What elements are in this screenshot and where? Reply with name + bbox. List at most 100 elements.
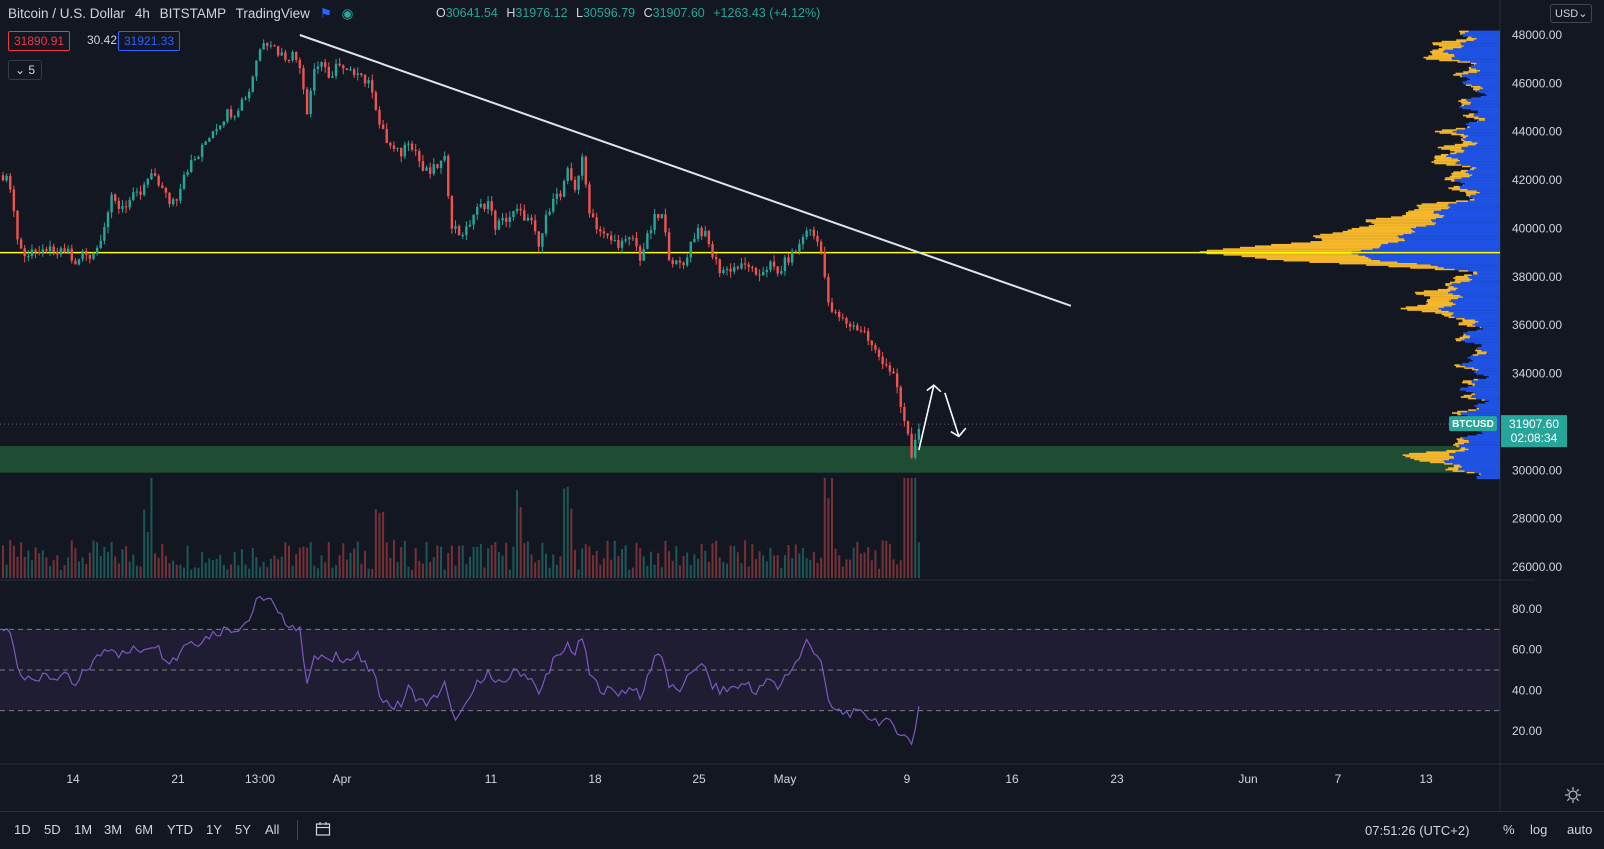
close-value: 31907.60 (653, 6, 705, 20)
candle (42, 249, 44, 252)
buy-button[interactable]: 31921.33 (118, 31, 180, 51)
volume-bar (45, 557, 47, 578)
volume-bar (458, 546, 460, 578)
clock-time[interactable]: 07:51:26 (UTC+2) (1365, 823, 1469, 838)
volume-bar (708, 562, 710, 578)
volume-bar (67, 557, 69, 578)
volume-bar (639, 548, 641, 578)
sell-button[interactable]: 31890.91 (8, 31, 70, 51)
auto-scale-toggle[interactable]: auto (1567, 822, 1592, 837)
time-tick: 25 (692, 772, 706, 786)
time-tick: 18 (588, 772, 602, 786)
chevron-down-icon: ⌄ (15, 63, 25, 77)
indicator-toggle[interactable]: ⌄ 5 (8, 60, 42, 80)
volume-bar (197, 568, 199, 578)
candle (588, 184, 590, 213)
go-to-date-calendar-icon[interactable] (315, 821, 331, 837)
bar-countdown: 02:08:34 (1511, 431, 1558, 445)
volume-bar (78, 561, 80, 578)
candle (364, 75, 366, 83)
volume-bar (16, 557, 18, 578)
timeframe-6m[interactable]: 6M (135, 822, 153, 837)
candle (219, 125, 221, 129)
timeframe-1m[interactable]: 1M (74, 822, 92, 837)
volume-bar (140, 567, 142, 578)
timeframe-ytd[interactable]: YTD (167, 822, 193, 837)
candle (552, 199, 554, 212)
candle (769, 262, 771, 271)
symbol-name[interactable]: Bitcoin / U.S. Dollar (8, 6, 125, 21)
timeframe-3m[interactable]: 3M (104, 822, 122, 837)
candle (740, 263, 742, 268)
volume-bar (864, 552, 866, 578)
timeframe-all[interactable]: All (265, 822, 279, 837)
candle (107, 212, 109, 227)
candle (787, 257, 789, 262)
log-scale-toggle[interactable]: log (1530, 822, 1547, 837)
candle (233, 117, 235, 118)
candle (541, 233, 543, 246)
candle (606, 233, 608, 235)
flag-icon[interactable]: ⚑ (320, 6, 332, 21)
candle (664, 214, 666, 232)
volume-bar (150, 478, 152, 578)
volume-bar (234, 552, 236, 578)
volume-bar (827, 498, 829, 578)
symbol-badge: BTCUSD (1452, 419, 1494, 430)
volume-bar (614, 541, 616, 578)
volume-bar (212, 560, 214, 578)
candle (595, 217, 597, 229)
volume-bar (487, 548, 489, 578)
candle (367, 80, 369, 83)
volume-bar (845, 559, 847, 578)
spread-value: 30.42 (82, 31, 122, 49)
settings-gear-icon[interactable] (1564, 786, 1582, 804)
candle (310, 91, 312, 114)
volume-bar (473, 547, 475, 578)
volume-bar (339, 555, 341, 578)
candle (758, 274, 760, 275)
candle (491, 201, 493, 211)
candle (81, 251, 83, 259)
interval-label[interactable]: 4h (135, 6, 150, 21)
percent-scale-toggle[interactable]: % (1503, 822, 1515, 837)
volume-bar (755, 559, 757, 578)
chart-canvas[interactable]: 48000.0046000.0044000.0042000.0040000.00… (0, 0, 1604, 811)
volume-bar (874, 550, 876, 578)
candle (545, 215, 547, 234)
volume-bar (440, 547, 442, 578)
volume-bar (516, 490, 518, 578)
candle (574, 180, 576, 190)
timeframe-5y[interactable]: 5Y (235, 822, 251, 837)
candle (784, 257, 786, 271)
volume-bar (208, 558, 210, 578)
timeframe-5d[interactable]: 5D (44, 822, 61, 837)
volume-bar (158, 558, 160, 578)
timeframe-1y[interactable]: 1Y (206, 822, 222, 837)
timeframe-1d[interactable]: 1D (14, 822, 31, 837)
volume-bar (313, 566, 315, 578)
volume-bar (502, 556, 504, 578)
volume-bar (429, 562, 431, 578)
volume-bar (350, 553, 352, 578)
volume-bar (205, 563, 207, 578)
volume-bar (93, 541, 95, 578)
volume-bar (878, 569, 880, 578)
volume-bar (607, 541, 609, 578)
volume-bar (447, 553, 449, 578)
volume-bar (603, 558, 605, 578)
volume-bar (74, 548, 76, 578)
candle (60, 248, 62, 254)
currency-select[interactable]: USD⌄ (1550, 4, 1592, 23)
candle (194, 159, 196, 160)
volume-bar (13, 546, 15, 578)
candle (74, 260, 76, 264)
volume-bar (704, 551, 706, 578)
volume-bar (882, 540, 884, 578)
volume-bar (552, 555, 554, 578)
candle (20, 239, 22, 248)
time-tick: 14 (66, 772, 80, 786)
candle (708, 231, 710, 244)
candle (208, 138, 210, 142)
volume-bar (588, 546, 590, 578)
